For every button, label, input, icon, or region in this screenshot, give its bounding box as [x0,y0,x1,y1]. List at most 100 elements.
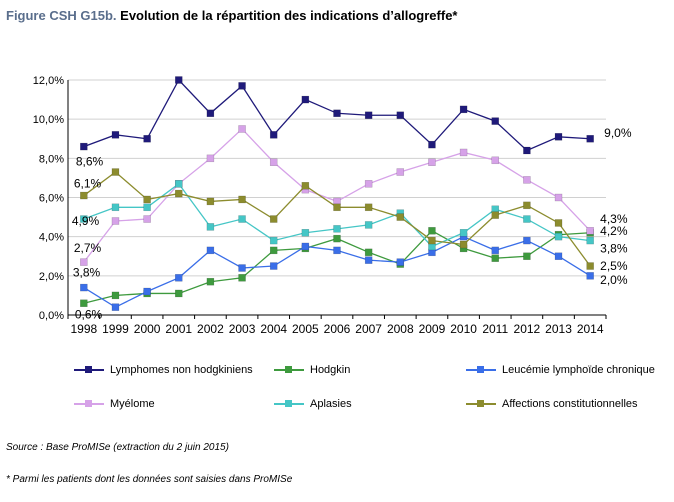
data-point [269,131,278,139]
data-point [143,203,151,212]
data-label: 4,2% [600,224,628,238]
legend-item: Aplasies [274,398,352,410]
data-point [428,236,436,245]
data-point [80,191,88,200]
data-point [459,105,468,114]
data-point [364,203,373,212]
data-point [396,111,405,119]
source-note: Source : Base ProMISe (extraction du 2 j… [6,442,229,453]
legend-label: Myélome [110,398,155,410]
data-point [554,252,563,260]
data-point [586,135,594,143]
data-point [301,242,310,251]
data-label: 0,6% [75,307,103,321]
data-point [364,111,373,119]
data-point [80,283,88,292]
x-tick-label: 2002 [197,322,224,336]
footnote: * Parmi les patients dont les données so… [6,474,293,485]
data-point [80,142,88,151]
data-point [143,135,151,143]
data-point [428,158,436,166]
data-point [175,180,183,188]
data-point [586,236,594,245]
legend-item: Hodgkin [274,364,350,376]
data-point [396,168,405,176]
data-point [238,215,246,223]
x-tick-label: 2013 [545,322,572,336]
figure-number: Figure CSH G15b. [6,8,117,23]
data-point [269,262,278,270]
data-point [586,272,594,280]
data-point [491,211,499,219]
legend-item: Lymphomes non hodgkiniens [74,364,253,376]
data-point [301,229,310,237]
data-label: 4,9% [72,214,100,228]
legend-item: Myélome [74,398,155,410]
data-point [586,227,594,235]
data-point [333,246,341,255]
data-point [491,246,499,255]
data-point [111,168,120,176]
x-tick-label: 2001 [165,322,192,336]
data-point [175,189,183,198]
data-point [428,140,436,149]
data-point [333,225,341,233]
legend-swatch [274,399,304,409]
data-point [175,76,183,84]
legend-swatch [274,365,304,375]
data-point [301,95,310,104]
data-label: 6,1% [74,177,102,191]
data-point [523,201,531,210]
data-point [364,248,373,257]
data-label: 3,8% [73,266,101,280]
data-point [269,158,278,166]
legend-swatch [74,399,104,409]
legend-label: Lymphomes non hodgkiniens [110,364,253,376]
data-point [206,154,215,163]
y-tick-label: 0,0% [39,310,64,322]
data-point [364,256,373,264]
data-point [523,146,531,155]
x-tick-label: 2003 [229,322,256,336]
line-chart: 0,0% 2,0% 4,0% 6,0% 8,0% 10,0% 12,0% 1998 1999 20… [33,75,632,336]
x-tick-label: 2014 [577,322,604,336]
data-point [333,234,341,243]
x-tick-label: 2006 [324,322,351,336]
data-point [269,236,278,245]
data-point [396,213,405,221]
data-point [111,131,120,139]
data-point [238,274,246,282]
figure-title: Figure CSH G15b. Evolution de la réparti… [6,8,457,23]
data-label: 4,3% [600,212,628,226]
data-point [238,195,246,204]
data-point [301,182,310,190]
data-point [554,133,563,141]
data-point [459,148,468,157]
data-label: 2,5% [600,259,628,273]
y-tick-label: 10,0% [33,114,64,126]
legend-label: Aplasies [310,398,352,410]
data-point [80,215,88,223]
legend-label: Hodgkin [310,364,351,376]
x-tick-label: 2010 [450,322,477,336]
data-point [175,274,183,282]
legend-swatch [74,365,104,375]
data-point [364,180,373,188]
y-tick-label: 6,0% [39,193,64,205]
data-point [523,176,531,184]
x-tick-label: 2011 [482,322,508,336]
y-tick-label: 4,0% [39,232,64,244]
data-point [80,299,88,307]
data-point [143,287,151,296]
data-point [238,125,246,133]
x-tick-label: 2009 [419,322,446,336]
x-tick-label: 2008 [387,322,414,336]
x-tick-label: 1999 [102,322,129,336]
data-point [554,219,563,227]
data-point [554,232,563,241]
data-point [523,215,531,223]
data-label: 9,0% [604,126,632,140]
legend-item: Affections constitutionnelles [466,398,638,410]
x-tick-label: 2012 [514,322,541,336]
y-tick-label: 12,0% [33,75,64,87]
